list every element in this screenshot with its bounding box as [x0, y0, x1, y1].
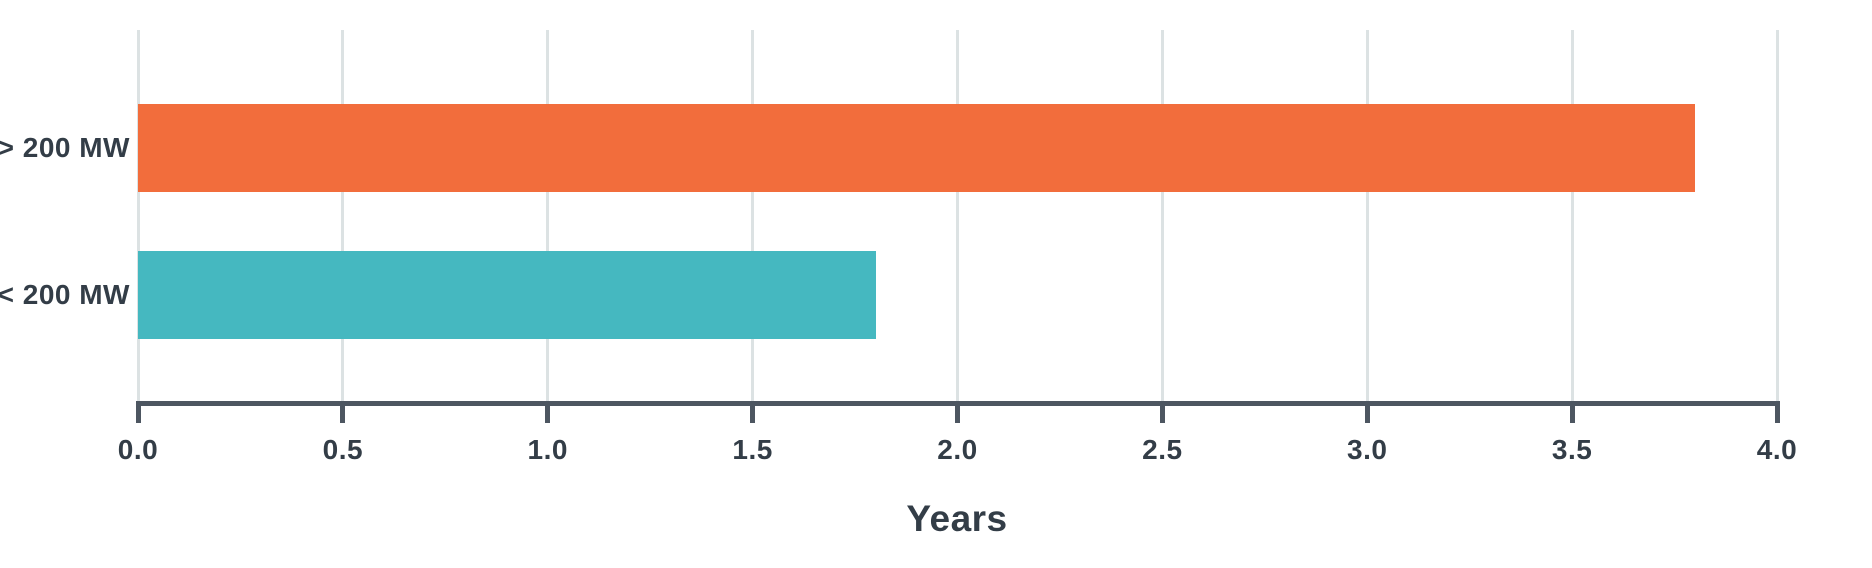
bar-1	[138, 251, 876, 339]
x-axis-title: Years	[906, 498, 1008, 539]
category-label: < 200 MW	[0, 279, 130, 310]
gridline	[546, 30, 550, 405]
x-tick-mark	[545, 401, 551, 423]
x-tick-mark	[955, 401, 960, 423]
x-tick-mark	[1364, 401, 1370, 423]
plot-area	[136, 30, 1779, 405]
x-tick-mark	[135, 401, 141, 423]
x-tick-label: 0.0	[117, 434, 159, 465]
gridline	[1365, 30, 1369, 405]
x-tick-label: 2.5	[1142, 434, 1183, 465]
x-tick-label: 3.0	[1347, 434, 1388, 465]
x-tick-mark	[1774, 401, 1780, 423]
x-tick-label: 1.0	[527, 434, 568, 465]
x-tick-label: 1.5	[732, 434, 773, 465]
x-tick-mark	[1159, 401, 1165, 423]
bar-0	[138, 103, 1696, 192]
x-tick-mark	[750, 401, 756, 423]
x-tick-label: 2.0	[937, 434, 978, 465]
gridline	[1775, 30, 1779, 405]
gridline	[136, 30, 140, 405]
x-tick-mark	[1569, 401, 1575, 423]
x-tick-mark	[340, 401, 346, 423]
x-tick-label: 3.5	[1551, 434, 1593, 465]
gridline	[956, 30, 959, 405]
gridline	[751, 30, 755, 405]
category-label: > 200 MW	[0, 131, 130, 163]
gridline	[1570, 30, 1574, 405]
x-tick-label: 0.5	[322, 434, 364, 465]
x-tick-label: 4.0	[1756, 434, 1798, 465]
gridline	[341, 30, 345, 405]
gridline	[1160, 30, 1164, 405]
